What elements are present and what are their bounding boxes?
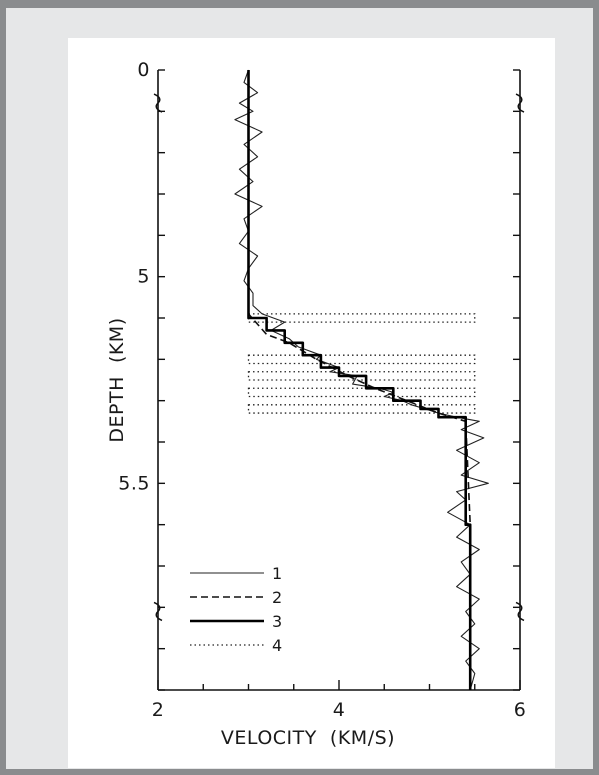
series-4-box <box>247 371 476 381</box>
legend-label-1: 1 <box>272 564 282 583</box>
y-tick-label: 5.5 <box>118 472 150 494</box>
series-4-box <box>247 354 476 365</box>
velocity-depth-chart: VELOCITY (KM/S) DEPTH (KM) 2 4 6 0 5 5.5 1 2 3 4 <box>106 59 526 749</box>
axis-break <box>153 93 163 113</box>
legend-label-4: 4 <box>272 636 282 655</box>
axis-break <box>515 601 525 622</box>
y-tick-label: 0 <box>137 59 150 81</box>
axis-breaks <box>153 93 525 622</box>
x-tick-label: 2 <box>152 699 165 721</box>
series-4-box <box>247 404 476 414</box>
series-layer <box>234 69 489 691</box>
axis-break <box>515 93 525 113</box>
axis-break <box>153 601 163 622</box>
axis-ticks: 2 4 6 0 5 5.5 <box>118 59 526 721</box>
legend-label-3: 3 <box>272 612 282 631</box>
y-axis-label: DEPTH (KM) <box>106 317 128 442</box>
x-axis-label: VELOCITY (KM/S) <box>221 727 395 749</box>
x-tick-label: 4 <box>333 699 346 721</box>
x-tick-label: 6 <box>514 699 527 721</box>
series-4-box <box>247 387 476 398</box>
series-3-line <box>247 70 472 690</box>
legend: 1 2 3 4 <box>190 564 282 655</box>
y-tick-label: 5 <box>137 266 150 288</box>
legend-label-2: 2 <box>272 588 282 607</box>
figure-paper: VELOCITY (KM/S) DEPTH (KM) 2 4 6 0 5 5.5 1 2 3 4 <box>68 38 555 768</box>
